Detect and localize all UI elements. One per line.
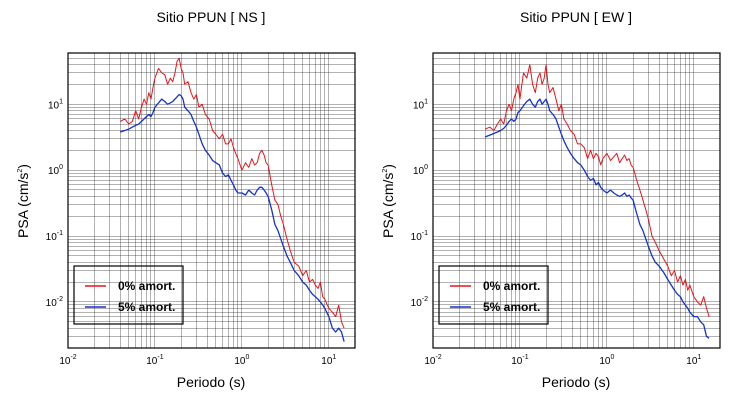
y-tick-label: 101 [413,98,428,111]
series-line-amort-0 [120,57,345,329]
legend: 0% amort. 5% amort. [73,265,184,325]
x-tick-label: 101 [321,354,336,367]
x-tick-label: 101 [686,354,701,367]
chart-title: Sitio PPUN [ EW ] [520,9,632,25]
grid [67,52,356,349]
x-tick-label: 10-1 [511,354,528,367]
x-tick-label: 10-1 [146,354,163,367]
y-tick-label: 100 [413,164,428,177]
x-axis-title: Periodo (s) [542,374,610,390]
x-tick-label: 100 [234,354,249,367]
series-lines [485,64,710,339]
series-line-amort-5 [485,98,710,339]
chart-panel-ns: Sitio PPUN [ NS ] 10-2 10-1 100 101 10-2 10-1… [15,9,356,390]
series-line-amort-0 [485,64,710,317]
chart-title: Sitio PPUN [ NS ] [157,9,266,25]
legend: 0% amort. 5% amort. [438,265,549,325]
grid [432,52,721,349]
series-lines [120,57,345,342]
y-axis-title: PSA (cm/s2) [380,164,396,238]
legend-label: 0% amort. [118,279,175,293]
y-tick-label: 10-2 [411,296,428,309]
y-tick-label: 10-2 [46,296,63,309]
plot-frame [67,52,356,349]
series-line-amort-5 [120,93,345,342]
x-tick-label: 10-2 [424,354,441,367]
legend-label: 5% amort. [118,300,175,314]
legend-box [73,265,184,325]
y-axis-title: PSA (cm/s2) [15,164,31,238]
legend-box [438,265,549,325]
legend-label: 5% amort. [483,300,540,314]
plot-frame [432,52,721,349]
y-tick-label: 10-1 [411,230,428,243]
y-tick-label: 101 [48,98,63,111]
y-tick-label: 10-1 [46,230,63,243]
x-tick-label: 100 [599,354,614,367]
tick-labels: 10-2 10-1 100 101 10-2 10-1 100 101 [411,98,702,367]
tick-labels: 10-2 10-1 100 101 10-2 10-1 100 101 [46,98,337,367]
y-tick-label: 100 [48,164,63,177]
legend-label: 0% amort. [483,279,540,293]
x-tick-label: 10-2 [59,354,76,367]
x-axis-title: Periodo (s) [177,374,245,390]
chart-panel-ew: Sitio PPUN [ EW ] 10-2 10-1 100 101 10-2 10-1… [380,9,721,390]
